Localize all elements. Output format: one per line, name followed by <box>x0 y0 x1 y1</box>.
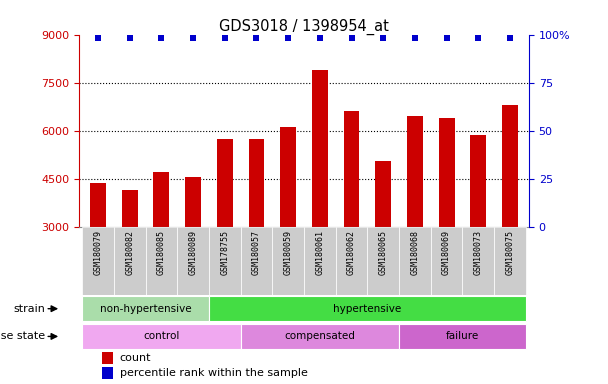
Text: control: control <box>143 331 179 341</box>
Bar <box>280 127 296 227</box>
Point <box>156 35 166 41</box>
Text: failure: failure <box>446 331 479 341</box>
Bar <box>209 227 241 295</box>
Bar <box>82 324 241 349</box>
Bar <box>438 118 455 227</box>
Point <box>283 35 293 41</box>
Text: GSM178755: GSM178755 <box>220 230 229 275</box>
Text: GSM180089: GSM180089 <box>188 230 198 275</box>
Bar <box>463 227 494 295</box>
Bar <box>102 353 113 364</box>
Point <box>188 35 198 41</box>
Bar <box>122 190 137 227</box>
Point <box>315 35 325 41</box>
Bar <box>145 227 178 295</box>
Bar <box>272 227 304 295</box>
Bar <box>178 227 209 295</box>
Point <box>378 35 388 41</box>
Bar <box>153 172 170 227</box>
Point <box>252 35 261 41</box>
Bar <box>344 111 359 227</box>
Point <box>220 35 230 41</box>
Point <box>474 35 483 41</box>
Bar <box>209 296 526 321</box>
Bar <box>367 227 399 295</box>
Bar <box>82 227 114 295</box>
Bar <box>241 227 272 295</box>
Bar <box>304 227 336 295</box>
Bar <box>430 227 463 295</box>
Text: disease state: disease state <box>0 331 46 341</box>
Text: hypertensive: hypertensive <box>333 304 401 314</box>
Bar <box>494 227 526 295</box>
Text: GSM180085: GSM180085 <box>157 230 166 275</box>
Text: GSM180068: GSM180068 <box>410 230 420 275</box>
Bar <box>407 116 423 227</box>
Text: GSM180061: GSM180061 <box>316 230 324 275</box>
Bar <box>502 105 518 227</box>
Bar <box>114 227 145 295</box>
Text: GSM180057: GSM180057 <box>252 230 261 275</box>
Point <box>505 35 515 41</box>
Bar <box>217 139 233 227</box>
Point <box>442 35 452 41</box>
Point <box>125 35 134 41</box>
Text: GSM180059: GSM180059 <box>284 230 292 275</box>
Text: GSM180075: GSM180075 <box>505 230 514 275</box>
Bar <box>471 136 486 227</box>
Text: GSM180082: GSM180082 <box>125 230 134 275</box>
Text: GSM180069: GSM180069 <box>442 230 451 275</box>
Text: non-hypertensive: non-hypertensive <box>100 304 192 314</box>
Title: GDS3018 / 1398954_at: GDS3018 / 1398954_at <box>219 18 389 35</box>
Bar <box>82 296 209 321</box>
Bar <box>399 227 430 295</box>
Text: GSM180062: GSM180062 <box>347 230 356 275</box>
Text: GSM180073: GSM180073 <box>474 230 483 275</box>
Bar <box>312 70 328 227</box>
Text: GSM180079: GSM180079 <box>94 230 103 275</box>
Bar <box>102 367 113 379</box>
Text: count: count <box>120 353 151 363</box>
Bar <box>399 324 526 349</box>
Bar <box>241 324 399 349</box>
Point <box>410 35 420 41</box>
Text: percentile rank within the sample: percentile rank within the sample <box>120 368 308 378</box>
Point <box>347 35 356 41</box>
Text: strain: strain <box>13 304 46 314</box>
Bar <box>90 184 106 227</box>
Point <box>93 35 103 41</box>
Bar <box>249 139 264 227</box>
Text: compensated: compensated <box>285 331 355 341</box>
Bar <box>375 161 391 227</box>
Bar <box>336 227 367 295</box>
Text: GSM180065: GSM180065 <box>379 230 388 275</box>
Bar <box>185 177 201 227</box>
